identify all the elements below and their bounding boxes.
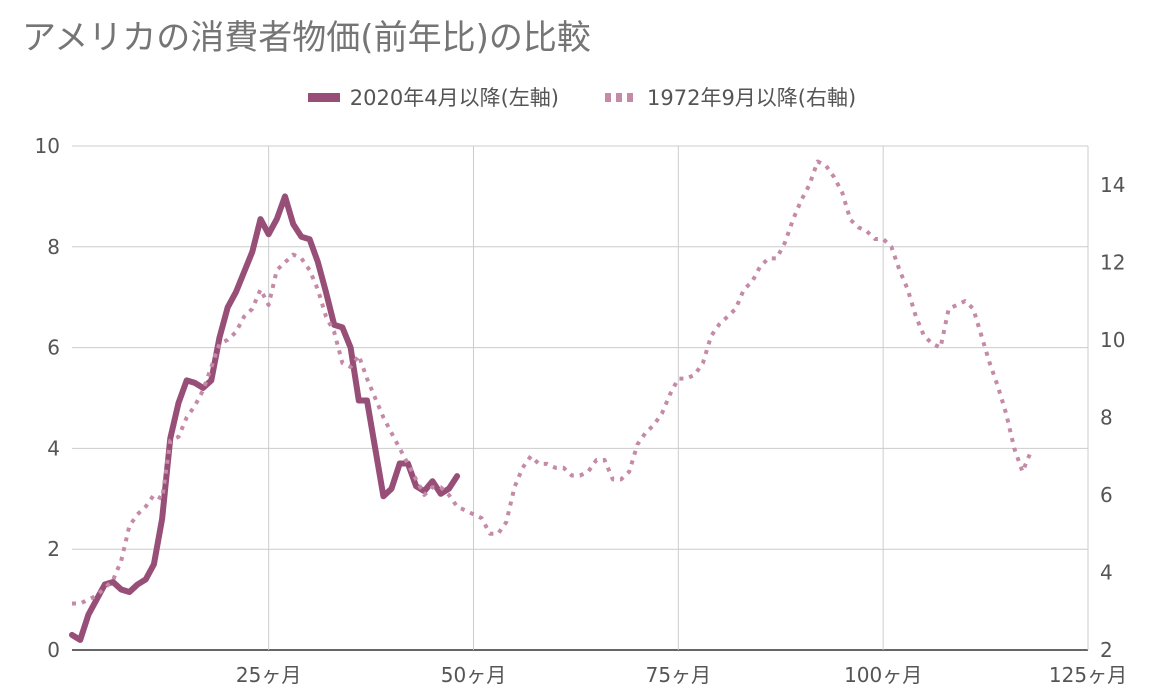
series-line-1 — [69, 193, 461, 643]
legend-label-series-2: 1972年9月以降(右軸) — [647, 86, 857, 110]
x-tick-label: 25ヶ月 — [236, 663, 301, 687]
series-line-2 — [72, 159, 1033, 606]
y-left-tick-label: 0 — [47, 638, 60, 662]
y-left-tick-label: 8 — [47, 235, 60, 259]
x-tick-label: 50ヶ月 — [441, 663, 506, 687]
y-right-tick-label: 14 — [1100, 173, 1125, 197]
legend-swatch-dotted — [605, 92, 637, 102]
chart-title: アメリカの消費者物価(前年比)の比較 — [22, 18, 591, 58]
legend-label-series-1: 2020年4月以降(左軸) — [349, 86, 559, 110]
y-left-tick-label: 4 — [47, 436, 60, 460]
legend-swatch-solid — [307, 92, 340, 102]
y-right-tick-label: 12 — [1100, 250, 1125, 274]
legend-item-series-2[interactable]: 1972年9月以降(右軸) — [605, 82, 856, 112]
y-right-tick-label: 2 — [1100, 638, 1113, 662]
y-right-tick-label: 8 — [1100, 405, 1113, 429]
y-left-tick-label: 10 — [35, 134, 60, 158]
y-right-tick-label: 4 — [1100, 560, 1113, 584]
x-tick-label: 75ヶ月 — [646, 663, 711, 687]
x-tick-label: 125ヶ月 — [1049, 663, 1127, 687]
y-left-tick-label: 2 — [47, 537, 60, 561]
y-left-tick-label: 6 — [47, 336, 60, 360]
y-right-tick-label: 6 — [1100, 483, 1113, 507]
x-tick-label: 100ヶ月 — [844, 663, 922, 687]
legend-item-series-1[interactable]: 2020年4月以降(左軸) — [307, 82, 559, 112]
y-right-tick-label: 10 — [1100, 328, 1125, 352]
legend: 2020年4月以降(左軸) 1972年9月以降(右軸) — [0, 82, 1164, 112]
